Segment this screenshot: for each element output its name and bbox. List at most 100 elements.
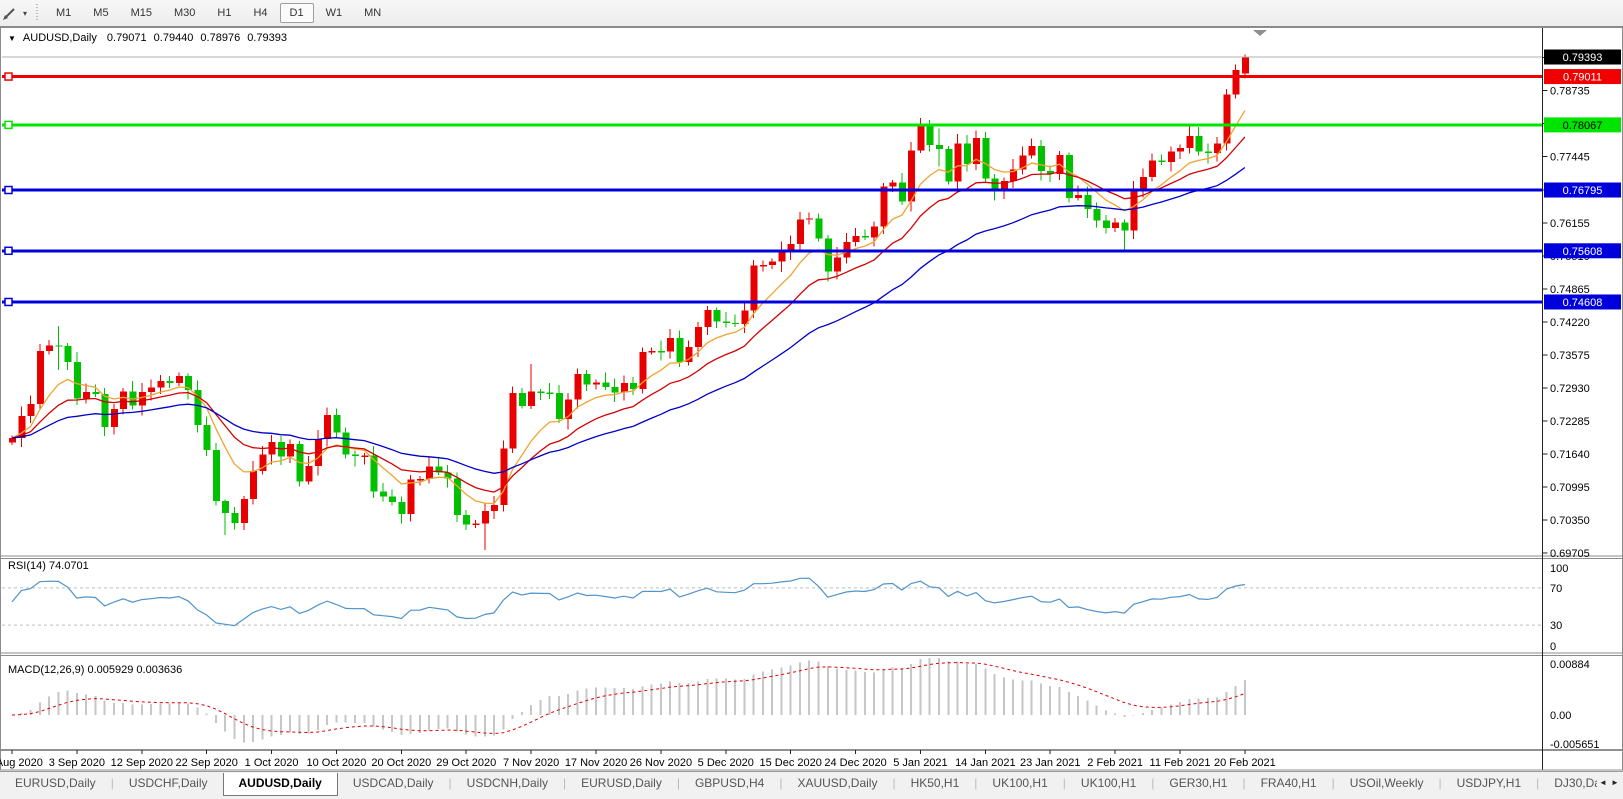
chart-tab-bar: EURUSD,Daily | USDCHF,Daily AUDUSD,Daily USD… [0,771,1623,799]
candle-body [1075,194,1083,198]
price-axis-label: 0.76155 [1550,218,1590,230]
bottom-tab-eurusd-daily[interactable]: EURUSD,Daily [15,776,96,790]
horizontal-line-handle[interactable] [4,72,13,81]
timeframe-button-m30[interactable]: M30 [173,7,196,19]
timeframe-button-h1[interactable]: H1 [217,7,232,19]
current-price-badge [1544,49,1621,65]
candle-body [889,182,897,187]
tab-scroll-right-button[interactable]: ► [1611,778,1619,787]
candle-body [852,235,860,242]
draw-tool-icon[interactable] [2,5,18,21]
timeframe-button-d1[interactable]: D1 [279,3,314,23]
chart-shift-marker-icon[interactable] [1253,30,1267,36]
timeframe-button-h4[interactable]: H4 [253,7,268,19]
timeframe-button-m5[interactable]: M5 [93,7,109,19]
candle-body [426,466,434,480]
bottom-tab-usdcnh-daily[interactable]: USDCNH,Daily [466,776,549,790]
bottom-tab-usdchf-daily[interactable]: USDCHF,Daily [128,776,208,790]
chart-title-bar: ▼ AUDUSD,Daily 0.79071 0.79440 0.78976 0… [8,32,287,44]
bottom-tab-audusd-daily[interactable]: AUDUSD,Daily [222,773,338,796]
candle-body [1167,151,1175,163]
candle-body [917,125,925,151]
timeframe-button-mn[interactable]: MN [364,7,382,19]
candle-body [926,125,934,146]
candle-body [157,381,165,388]
candle-body [27,403,35,417]
date-axis-label: 14 Jan 2021 [955,757,1016,769]
candle-body [518,393,526,406]
macd-axis-label: 0.00884 [1550,659,1590,671]
bottom-tab-usoil-weekly[interactable]: USOil,Weekly [1349,776,1424,790]
chart-symbol-period: AUDUSD,Daily [22,32,97,44]
candle-body [73,361,81,399]
candle-body [472,523,480,525]
price-axis-label: 0.78735 [1550,86,1590,98]
candle-body [630,382,638,389]
macd-histogram [20,657,1246,743]
bottom-tab-hk50-h1[interactable]: HK50,H1 [910,776,960,790]
candle-body [287,444,295,457]
hline-price-badge-label: 0.74608 [1563,297,1603,309]
candle-body [1241,57,1249,74]
candle-body [351,454,359,456]
hline-price-badge-label: 0.78067 [1563,120,1603,132]
candle-body [991,178,999,191]
candle-body [101,394,109,427]
date-axis-label: 24 Dec 2020 [824,757,886,769]
date-axis-label: 1 Oct 2020 [245,757,299,769]
bottom-tab-dj30-daily[interactable]: DJ30,Daily [1554,776,1597,790]
candle-body [1019,155,1027,170]
candle-body [880,186,888,227]
candle-body [1177,147,1185,152]
hline-price-badge [1544,243,1621,259]
candle-body [528,391,536,406]
candle-body [83,391,91,399]
candle-body [1093,209,1101,221]
timeframe-button-m15[interactable]: M15 [130,7,152,19]
candle-body [36,351,44,404]
chart-close-value: 0.79393 [247,32,287,44]
candle-body [1037,146,1045,171]
bottom-tab-usdjpy-h1[interactable]: USDJPY,H1 [1456,776,1522,790]
tab-separator: | [892,776,896,790]
draw-tool-dropdown-arrow[interactable]: ▾ [23,8,28,18]
horizontal-line-handle[interactable] [4,297,13,307]
horizontal-line-handle[interactable] [4,185,13,195]
horizontal-line-handle[interactable] [4,246,13,256]
chart-title-collapse-icon[interactable]: ▼ [8,33,16,43]
candle-body [861,235,869,238]
candle-body [370,455,378,492]
bottom-tab-gbpusd-h4[interactable]: GBPUSD,H4 [694,776,765,790]
candle-body [685,346,693,362]
candle-body [537,391,545,393]
bottom-tab-fra40-h1[interactable]: FRA40,H1 [1260,776,1317,790]
horizontal-line-handle[interactable] [4,120,13,130]
bottom-tab-uk100-h1[interactable]: UK100,H1 [992,776,1048,790]
chart-tabs: EURUSD,Daily | USDCHF,Daily AUDUSD,Daily USD… [0,773,1597,796]
candle-body [722,321,730,323]
ma-fast-line [11,110,1246,505]
bottom-tab-usdcad-daily[interactable]: USDCAD,Daily [352,776,434,790]
bottom-tab-eurusd-daily[interactable]: EURUSD,Daily [581,776,662,790]
candle-body [55,345,63,347]
candle-body [1112,222,1120,229]
candle-body [92,391,100,395]
timeframe-button-w1[interactable]: W1 [325,7,343,19]
bottom-tab-uk100-h1[interactable]: UK100,H1 [1080,776,1137,790]
tab-scroll-left-button[interactable]: ◄ [1599,778,1607,787]
rsi-axis-label: 30 [1550,620,1562,632]
tab-separator: | [563,776,567,790]
candle-body [936,145,943,149]
candle-body [769,261,777,266]
candle-body [1130,190,1138,231]
candle-body [175,376,183,383]
chart-canvas[interactable]: 100703000.008840.00-0.0056510.793800.787… [0,27,1623,771]
bottom-tab-ger30-h1[interactable]: GER30,H1 [1169,776,1228,790]
candle-body [973,138,981,165]
bottom-tab-xauusd-daily[interactable]: XAUUSD,Daily [797,776,878,790]
timeframe-button-m1[interactable]: M1 [56,7,72,19]
candle-body [1102,220,1110,229]
date-axis-label: 29 Oct 2020 [436,757,496,769]
toolbar-grip[interactable] [35,4,40,22]
tab-separator: | [1438,776,1442,790]
